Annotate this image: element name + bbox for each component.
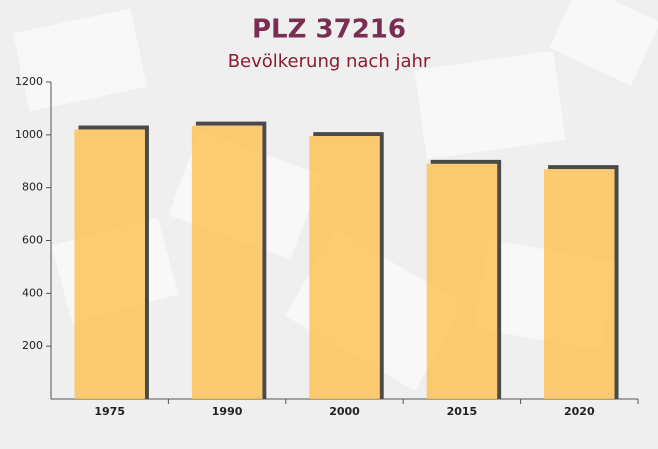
x-tick-label: 1990 (212, 405, 243, 418)
x-tick-label: 1975 (94, 405, 125, 418)
bar (74, 129, 145, 400)
y-tick-label: 1200 (15, 75, 43, 88)
x-tick-label: 2000 (329, 405, 360, 418)
bar (309, 136, 380, 399)
y-tick-label: 400 (22, 286, 43, 299)
bar (544, 169, 615, 399)
x-tick-label: 2015 (447, 405, 478, 418)
y-tick-label: 200 (22, 339, 43, 352)
bar (191, 125, 263, 400)
chart-subtitle: Bevölkerung nach jahr (228, 51, 431, 72)
y-tick-label: 600 (22, 234, 43, 247)
chart-title: PLZ 37216 (252, 15, 406, 45)
x-tick-label: 2020 (564, 405, 595, 418)
y-tick-label: 800 (22, 181, 43, 194)
bar (426, 163, 498, 399)
y-tick-label: 1000 (15, 128, 43, 141)
